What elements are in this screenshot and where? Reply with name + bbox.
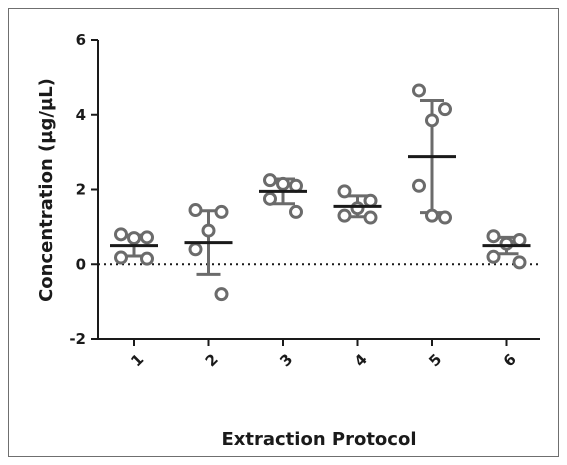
y-tick-label: 4 <box>76 106 86 124</box>
x-tick-label: 1 <box>127 350 147 370</box>
data-point <box>289 178 303 193</box>
y-tick-label: 0 <box>76 255 86 273</box>
data-point <box>127 231 141 246</box>
y-tick-label: 6 <box>76 31 86 49</box>
data-point <box>512 255 527 270</box>
data-point <box>214 287 229 302</box>
data-point <box>486 229 501 244</box>
data-point <box>114 227 128 242</box>
x-tick-label: 6 <box>500 350 520 370</box>
data-point <box>201 223 216 238</box>
group-3 <box>259 173 307 219</box>
data-point <box>276 176 290 191</box>
y-axis-ticks: -2 0 2 4 6 <box>69 31 98 348</box>
x-tick-label: 4 <box>351 350 371 370</box>
data-marks <box>110 83 531 302</box>
data-point <box>438 102 452 117</box>
data-point <box>289 204 303 219</box>
x-axis-ticks: 1 2 3 4 5 6 <box>127 339 520 370</box>
data-point <box>214 204 229 219</box>
chart-frame <box>8 8 559 457</box>
data-point <box>438 210 452 225</box>
data-point <box>263 191 277 206</box>
data-point <box>425 113 439 128</box>
x-axis-title: Extraction Protocol <box>221 429 416 450</box>
group-2 <box>184 203 233 302</box>
group-1 <box>110 227 158 266</box>
data-point <box>499 236 514 251</box>
y-tick-label: -2 <box>69 330 86 348</box>
data-point <box>363 210 378 225</box>
data-point <box>512 232 527 247</box>
data-point <box>425 208 439 223</box>
group-6 <box>482 229 531 270</box>
data-point <box>188 242 203 257</box>
y-tick-label: 2 <box>76 181 86 199</box>
data-point <box>350 201 365 216</box>
data-point <box>114 250 128 265</box>
y-axis-title: Concentration (µg/µL) <box>36 78 57 302</box>
data-point <box>263 173 277 188</box>
data-point <box>188 203 203 218</box>
group-4 <box>333 184 382 225</box>
data-point <box>337 184 352 199</box>
x-tick-label: 3 <box>276 350 296 370</box>
group-5 <box>408 83 456 225</box>
data-point <box>140 230 154 245</box>
data-point <box>363 193 378 208</box>
data-point <box>486 249 501 264</box>
data-point <box>412 178 426 193</box>
data-point <box>337 208 352 223</box>
x-tick-label: 5 <box>425 350 445 370</box>
data-point <box>412 83 426 98</box>
data-point <box>140 251 154 266</box>
x-tick-label: 2 <box>202 350 222 370</box>
